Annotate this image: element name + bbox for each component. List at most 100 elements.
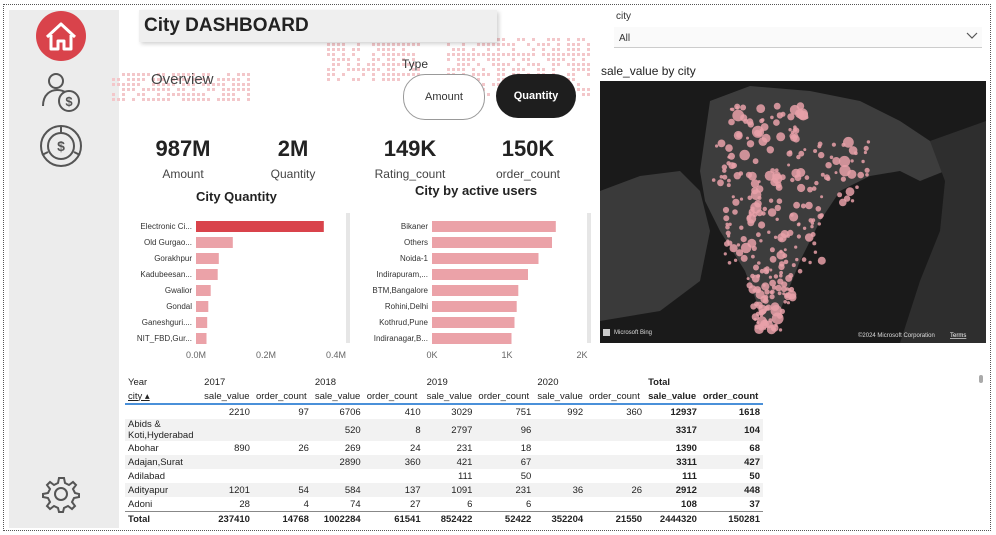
city-bubble[interactable] [776,198,783,204]
city-bubble[interactable] [786,301,790,305]
city-bubble[interactable] [850,199,855,203]
city-bubble[interactable] [736,243,741,247]
city-bubble[interactable] [746,282,753,289]
city-bubble[interactable] [725,222,729,226]
city-bubble[interactable] [758,304,763,309]
city-bubble[interactable] [767,230,771,234]
city-filter-dropdown[interactable]: All [614,27,982,48]
city-bubble[interactable] [764,266,770,272]
city-bubble[interactable] [817,256,826,265]
city-bubble[interactable] [762,206,767,212]
city-bubble[interactable] [750,179,760,188]
sales-matrix-table[interactable]: Year 2017 2018 2019 2020 Total city ▴ sale_valu… [125,375,765,529]
city-bubble[interactable] [723,215,730,222]
city-bubble[interactable] [765,304,772,311]
city-bubble[interactable] [804,175,810,180]
city-bubble[interactable] [732,209,738,215]
city-bubble[interactable] [820,172,825,177]
city-bubble[interactable] [736,249,744,257]
city-bubble[interactable] [754,301,759,307]
city-bubble[interactable] [750,273,755,279]
bar[interactable] [196,317,208,328]
city-bubble[interactable] [729,244,738,253]
city-bubble[interactable] [723,252,727,256]
table-row[interactable]: Adajan,Surat 2890 360 421 67 3311 427 [125,455,763,469]
table-row[interactable]: Adityapur 1201 54 584 137 1091 231 36 26 2912 448 [125,483,763,497]
city-bubble[interactable] [839,165,851,177]
city-bubble[interactable] [779,270,783,275]
city-bubble[interactable] [779,261,785,267]
city-bubble[interactable] [813,250,818,254]
city-bubble[interactable] [810,232,816,237]
city-bubble[interactable] [783,259,789,265]
city-bubble[interactable] [727,178,731,183]
city-bubble[interactable] [817,222,821,226]
city-bubble[interactable] [797,268,803,274]
city-bubble[interactable] [781,286,787,293]
city-bubble[interactable] [863,150,867,155]
city-bubble[interactable] [751,313,760,321]
city-bubble[interactable] [756,232,761,238]
city-bubble[interactable] [774,204,781,212]
city-bubble[interactable] [728,162,736,170]
city-bubble[interactable] [815,206,822,212]
city-bubble[interactable] [796,154,801,160]
city-bubble[interactable] [863,145,869,151]
city-bubble[interactable] [779,273,783,278]
chart-scrollbar[interactable] [346,213,350,343]
city-bubble[interactable] [758,221,766,229]
nav-customers-button[interactable]: $ [35,66,87,118]
city-active-users-chart[interactable]: Bikaner Others Noida-1 Indirapuram,... BTM,B… [355,205,595,365]
city-bubble[interactable] [776,132,786,142]
city-bubble[interactable] [766,146,774,154]
bar[interactable] [196,285,211,296]
city-bubble[interactable] [796,102,805,110]
city-bubble[interactable] [788,273,794,278]
city-column-header[interactable]: city ▴ [125,389,202,405]
city-bubble[interactable] [772,171,781,181]
bar[interactable] [432,253,539,264]
bar[interactable] [432,285,519,296]
bar[interactable] [196,333,207,344]
city-bubble[interactable] [759,118,764,124]
chart-scrollbar[interactable] [587,213,591,343]
city-bubble[interactable] [740,236,747,243]
bar[interactable] [432,301,517,312]
city-bubble[interactable] [717,179,724,187]
city-bubble[interactable] [746,213,757,224]
city-bubble[interactable] [769,290,774,295]
city-bubble[interactable] [764,289,770,295]
city-quantity-chart[interactable]: Electronic Ci... Old Gurgao... Gorakhpur Ka… [121,205,356,365]
city-bubble[interactable] [808,218,814,223]
city-bubble[interactable] [751,254,755,259]
city-bubble[interactable] [770,305,782,317]
city-bubble[interactable] [734,103,741,110]
city-bubble[interactable] [757,180,761,184]
city-bubble[interactable] [834,171,838,175]
city-bubble[interactable] [790,177,795,183]
city-bubble[interactable] [793,201,800,209]
city-bubble[interactable] [787,163,791,167]
city-bubble[interactable] [746,277,750,281]
city-bubble[interactable] [798,150,805,157]
city-bubble[interactable] [747,195,753,201]
city-bubble[interactable] [733,130,743,140]
city-bubble[interactable] [730,107,735,112]
city-bubble[interactable] [759,268,765,274]
city-bubble[interactable] [781,281,788,288]
nav-settings-button[interactable] [35,468,87,520]
city-bubble[interactable] [711,178,716,182]
city-bubble[interactable] [783,300,787,304]
city-bubble[interactable] [770,115,774,120]
city-bubble[interactable] [866,140,871,144]
city-bubble[interactable] [739,149,750,161]
city-bubble[interactable] [759,239,763,243]
city-bubble[interactable] [823,174,830,181]
city-bubble[interactable] [774,168,779,173]
city-bubble[interactable] [745,171,753,178]
city-bubble[interactable] [855,185,859,189]
city-bubble[interactable] [780,230,789,238]
bar[interactable] [196,253,219,264]
city-bubble-map[interactable]: Microsoft Bing ©2024 Microsoft Corporati… [600,81,986,343]
bar[interactable] [196,269,218,280]
